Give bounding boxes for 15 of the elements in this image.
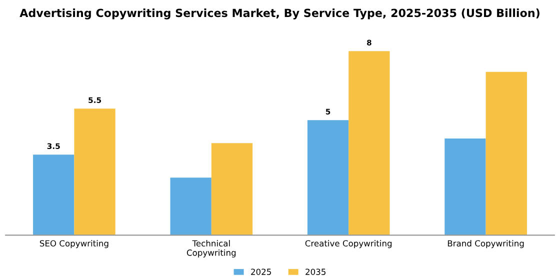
- bar: [348, 51, 390, 236]
- bar: [486, 72, 527, 236]
- bar: [444, 138, 486, 236]
- bar: [170, 178, 212, 236]
- legend-label: 2025: [251, 268, 271, 275]
- x-tick-label: Brand Copywriting: [448, 240, 524, 248]
- chart-title: Advertising Copywriting Services Market, By Service Type, 2025-2035 (USD Billion): [20, 8, 540, 20]
- x-tick-label: Technical Copywriting: [186, 240, 236, 258]
- x-tick-label: Creative Copywriting: [305, 240, 392, 248]
- bar: [211, 143, 253, 236]
- legend-label: 2035: [306, 268, 326, 275]
- bar: [307, 120, 349, 236]
- bar: [33, 154, 74, 236]
- bar: [74, 108, 116, 236]
- x-tick-label: SEO Copywriting: [40, 240, 108, 248]
